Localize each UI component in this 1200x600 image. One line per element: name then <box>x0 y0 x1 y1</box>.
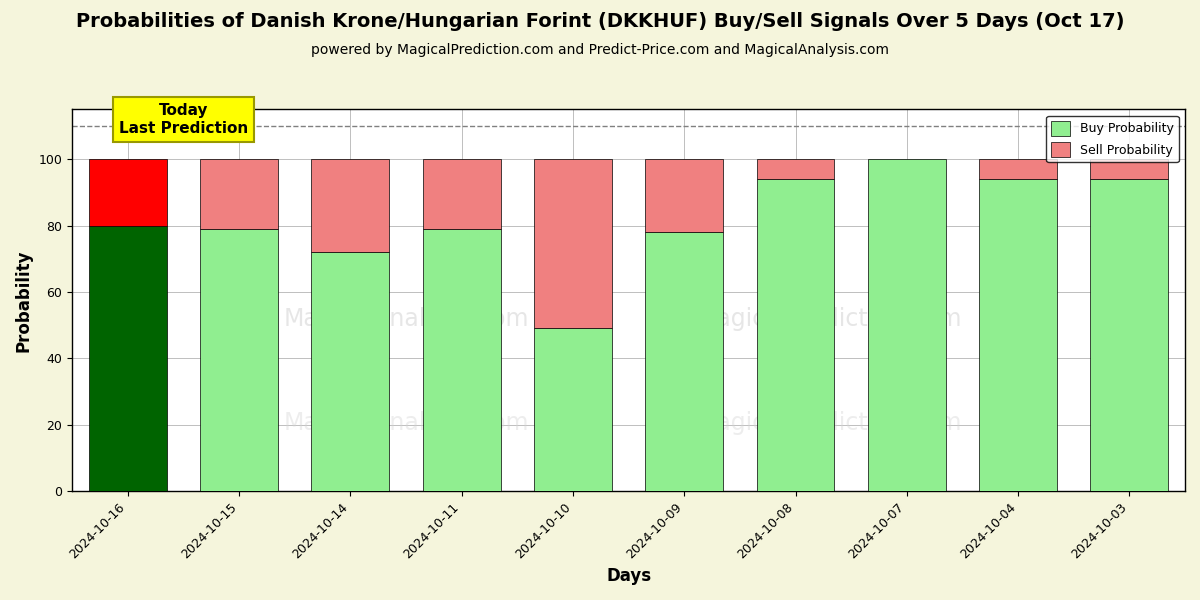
Bar <box>868 159 946 491</box>
Y-axis label: Probability: Probability <box>16 249 34 352</box>
X-axis label: Days: Days <box>606 567 652 585</box>
Bar <box>646 232 724 491</box>
Text: MagicalPrediction.com: MagicalPrediction.com <box>696 410 961 434</box>
Bar <box>1091 179 1169 491</box>
Text: MagicalAnalysis.com: MagicalAnalysis.com <box>283 410 529 434</box>
Bar <box>200 159 278 229</box>
Bar <box>312 252 389 491</box>
Bar <box>646 159 724 232</box>
Bar <box>756 179 834 491</box>
Legend: Buy Probability, Sell Probability: Buy Probability, Sell Probability <box>1046 116 1178 162</box>
Bar <box>756 159 834 179</box>
Bar <box>1091 159 1169 179</box>
Bar <box>312 159 389 252</box>
Text: MagicalPrediction.com: MagicalPrediction.com <box>696 307 961 331</box>
Bar <box>89 159 167 226</box>
Text: Today
Last Prediction: Today Last Prediction <box>119 103 248 136</box>
Bar <box>89 226 167 491</box>
Bar <box>534 328 612 491</box>
Text: MagicalAnalysis.com: MagicalAnalysis.com <box>283 307 529 331</box>
Bar <box>979 159 1057 179</box>
Bar <box>422 159 500 229</box>
Text: powered by MagicalPrediction.com and Predict-Price.com and MagicalAnalysis.com: powered by MagicalPrediction.com and Pre… <box>311 43 889 57</box>
Bar <box>200 229 278 491</box>
Bar <box>422 229 500 491</box>
Bar <box>534 159 612 328</box>
Bar <box>979 179 1057 491</box>
Text: Probabilities of Danish Krone/Hungarian Forint (DKKHUF) Buy/Sell Signals Over 5 : Probabilities of Danish Krone/Hungarian … <box>76 12 1124 31</box>
